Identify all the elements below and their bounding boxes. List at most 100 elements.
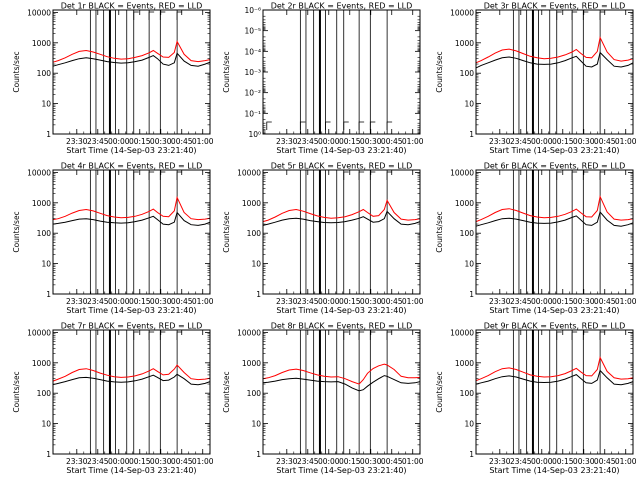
- x-tick-label: 01:00: [615, 297, 637, 306]
- x-tick-label: 23:30: [489, 457, 511, 466]
- plot-frame: [475, 329, 634, 455]
- y-tick-label: 1: [46, 450, 51, 459]
- x-tick-label: 00:00: [318, 457, 340, 466]
- y-tick-label: 1: [46, 130, 51, 139]
- x-tick-label: 00:00: [531, 137, 553, 146]
- panel-det-2: Det 2r BLACK = Events, RED = LLD 10⁰ 10⁻¹ 1…: [222, 2, 424, 156]
- y-tick-label: 10000: [450, 168, 474, 177]
- x-axis-label: Start Time (14-Sep-03 23:21:40): [66, 306, 196, 315]
- x-tick-label: 23:45: [297, 457, 319, 466]
- x-tick-label: 23:45: [510, 137, 532, 146]
- y-tick-label: 10⁻¹: [244, 109, 261, 118]
- series-lld: [475, 194, 634, 223]
- y-tick-label: 1000: [455, 199, 474, 208]
- y-tick-label: 10000: [27, 8, 51, 17]
- x-tick-label: 00:30: [150, 297, 172, 306]
- x-tick-label: 23:45: [87, 137, 109, 146]
- x-tick-label: 00:15: [552, 297, 574, 306]
- panel-det-5: Det 5r BLACK = Events, RED = LLD 1 10 100 10…: [222, 162, 424, 316]
- y-tick-label: 10: [41, 100, 51, 109]
- flag-marker: [176, 331, 183, 340]
- x-tick-label: 00:15: [552, 457, 574, 466]
- panel-title: Det 1r BLACK = Events, RED = LLD: [61, 2, 203, 11]
- y-tick-label: 10000: [237, 328, 261, 337]
- series-lld: [262, 199, 421, 223]
- y-tick-label: 10: [41, 260, 51, 269]
- y-tick-label: 1: [469, 450, 474, 459]
- x-tick-label: 00:45: [171, 137, 193, 146]
- x-tick-label: 00:00: [531, 457, 553, 466]
- flag-marker: [386, 331, 393, 340]
- y-tick-label: 1: [469, 290, 474, 299]
- x-tick-label: 00:30: [573, 297, 595, 306]
- y-tick-label: 10000: [27, 328, 51, 337]
- series-events: [262, 210, 421, 226]
- plot-frame: [262, 329, 421, 455]
- x-tick-label: 00:45: [171, 297, 193, 306]
- plot-frame: [475, 9, 634, 135]
- flag-marker: [556, 11, 562, 20]
- x-tick-label: 23:30: [489, 297, 511, 306]
- y-tick-label: 10: [464, 100, 474, 109]
- x-tick-label: 00:15: [129, 137, 151, 146]
- panel-det-7: Det 7r BLACK = Events, RED = LLD 1 10 100 10…: [12, 322, 214, 476]
- panel-title: Det 4r BLACK = Events, RED = LLD: [61, 162, 203, 171]
- flag-marker: [148, 171, 155, 180]
- y-tick-label: 100: [37, 69, 52, 78]
- x-tick-label: 01:00: [192, 137, 214, 146]
- flag-marker: [159, 331, 166, 340]
- flag-marker: [266, 121, 272, 130]
- x-tick-label: 00:15: [339, 137, 361, 146]
- y-axis-label: Counts/sec: [12, 51, 21, 92]
- flag-marker: [571, 11, 578, 20]
- y-tick-label: 10000: [450, 8, 474, 17]
- y-tick-label: 100: [460, 389, 475, 398]
- x-tick-label: 23:45: [297, 137, 319, 146]
- panel-title: Det 7r BLACK = Events, RED = LLD: [61, 322, 203, 331]
- series-lld: [52, 364, 211, 382]
- flag-marker: [582, 11, 589, 20]
- panel-det-9: Det 9r BLACK = Events, RED = LLD 1 10 100 10…: [435, 322, 637, 476]
- flag-marker: [556, 331, 562, 340]
- y-tick-label: 1000: [32, 39, 51, 48]
- y-axis-label: Counts/sec: [222, 211, 231, 252]
- y-tick-label: 10: [41, 420, 51, 429]
- y-tick-label: 10⁰: [248, 130, 261, 139]
- flag-marker: [556, 171, 562, 180]
- x-tick-label: 23:45: [87, 457, 109, 466]
- series-lld: [262, 363, 421, 385]
- x-tick-label: 00:45: [381, 297, 403, 306]
- x-axis-label: Start Time (14-Sep-03 23:21:40): [66, 146, 196, 155]
- x-tick-label: 00:30: [573, 137, 595, 146]
- flag-marker: [369, 121, 376, 130]
- y-tick-label: 10000: [27, 168, 51, 177]
- flag-marker: [133, 11, 139, 20]
- flag-marker: [358, 331, 365, 340]
- x-tick-label: 00:00: [108, 297, 130, 306]
- plot-frame: [52, 169, 211, 295]
- flag-marker: [148, 331, 155, 340]
- x-tick-label: 00:15: [552, 137, 574, 146]
- flag-marker: [176, 11, 183, 20]
- x-axis-label: Start Time (14-Sep-03 23:21:40): [66, 466, 196, 475]
- flag-marker: [582, 331, 589, 340]
- series-events: [52, 211, 211, 226]
- x-tick-label: 00:15: [339, 457, 361, 466]
- series-events: [262, 375, 421, 392]
- y-axis-label: Counts/sec: [12, 211, 21, 252]
- series-lld: [52, 195, 211, 221]
- x-tick-label: 23:30: [66, 137, 88, 146]
- y-tick-label: 100: [37, 389, 52, 398]
- flag-marker: [343, 171, 349, 180]
- series-events: [475, 51, 634, 69]
- flag-marker: [325, 121, 331, 130]
- flag-marker: [133, 171, 139, 180]
- y-tick-label: 1000: [32, 199, 51, 208]
- x-tick-label: 00:00: [531, 297, 553, 306]
- panel-title: Det 6r BLACK = Events, RED = LLD: [484, 162, 626, 171]
- x-tick-label: 23:30: [66, 297, 88, 306]
- y-tick-label: 10⁻²: [244, 89, 261, 98]
- panel-title: Det 2r BLACK = Events, RED = LLD: [271, 2, 413, 11]
- y-tick-label: 10: [251, 420, 261, 429]
- y-tick-label: 1: [256, 450, 261, 459]
